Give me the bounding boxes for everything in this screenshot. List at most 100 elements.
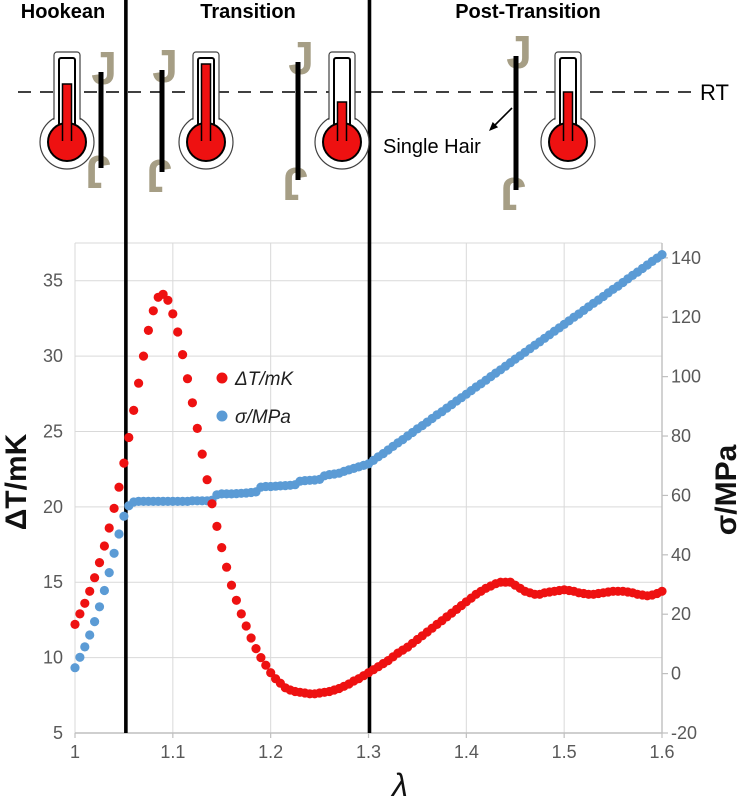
thermometer-mercury bbox=[61, 83, 73, 141]
chart-dot-dT bbox=[236, 609, 246, 619]
chart-dot-sigma bbox=[119, 511, 129, 521]
y-left-tick-label: 5 bbox=[53, 723, 63, 743]
chart-axes: 1 1.1 1.2 1.3 1.4 1.5 1.6 5 10 15 20 25 30 35 -20 0 20 40… bbox=[43, 243, 701, 762]
x-tick-label: 1 bbox=[70, 742, 80, 762]
thermometer-mercury bbox=[336, 101, 348, 141]
single-hair-arrowhead bbox=[489, 122, 499, 131]
y-left-tick-label: 30 bbox=[43, 346, 63, 366]
hair-top-hook-icon: J bbox=[152, 40, 178, 92]
chart-dot-dT bbox=[168, 309, 178, 319]
chart-dot-dT bbox=[202, 475, 212, 485]
x-tick-label: 1.1 bbox=[160, 742, 185, 762]
x-tick-label: 1.4 bbox=[454, 742, 479, 762]
y-right-tick-label: 60 bbox=[671, 485, 691, 505]
y-left-tick-label: 25 bbox=[43, 421, 63, 441]
hair-top-hook-icon: J bbox=[506, 26, 532, 78]
chart-dot-dT bbox=[657, 586, 667, 596]
y-right-tick-label: 20 bbox=[671, 604, 691, 624]
chart-dot-dT bbox=[94, 558, 105, 568]
legend-label-dT: ΔT/mK bbox=[234, 369, 294, 390]
chart-dot-dT bbox=[261, 660, 271, 670]
chart-dot-sigma bbox=[80, 642, 90, 652]
chart-dot-dT bbox=[251, 644, 261, 654]
chart-dot-sigma bbox=[114, 529, 124, 539]
chart-dot-dT bbox=[134, 378, 144, 388]
y-axis-label-left: ΔT/mK bbox=[0, 433, 33, 530]
hair-top-hook-icon: J bbox=[288, 32, 314, 84]
thermometer-icon bbox=[314, 51, 370, 170]
thermometer-mercury bbox=[562, 91, 574, 141]
legend-marker-sigma bbox=[216, 410, 228, 422]
chart-dot-dT bbox=[104, 523, 114, 533]
hair-bottom-hook-wrap: J bbox=[146, 150, 172, 202]
y-left-tick-label: 10 bbox=[43, 648, 63, 668]
chart-dot-dT bbox=[148, 306, 158, 316]
chart-dot-dT bbox=[85, 586, 95, 596]
section-title-hookean: Hookean bbox=[21, 1, 105, 23]
region-boundary-lines bbox=[124, 0, 372, 733]
chart-dot-dT bbox=[182, 374, 193, 384]
rt-label: RT bbox=[700, 80, 729, 105]
chart-dot-dT bbox=[222, 562, 232, 572]
section-title-transition: Transition bbox=[200, 1, 296, 23]
y-right-tick-label: 120 bbox=[671, 307, 701, 327]
x-axis-label: λ bbox=[390, 767, 408, 803]
chart-dot-dT bbox=[231, 595, 241, 605]
chart-dot-dT bbox=[99, 541, 109, 551]
chart-dot-dT bbox=[226, 580, 237, 590]
chart-dot-dT bbox=[187, 398, 197, 408]
chart-dot-sigma bbox=[109, 548, 119, 558]
hair-bottom-hook-icon: J bbox=[146, 150, 172, 202]
x-tick-label: 1.3 bbox=[356, 742, 381, 762]
section-title-post-transition: Post-Transition bbox=[455, 1, 601, 23]
chart-dot-sigma bbox=[85, 630, 95, 640]
chart-dot-dT bbox=[138, 351, 149, 361]
y-right-tick-label: 80 bbox=[671, 426, 691, 446]
x-tick-label: 1.6 bbox=[649, 742, 674, 762]
chart-dot-dT bbox=[109, 503, 119, 513]
y-left-tick-label: 20 bbox=[43, 497, 63, 517]
y-right-tick-label: 40 bbox=[671, 545, 691, 565]
single-hair-arrow-line bbox=[493, 107, 513, 127]
chart-dot-dT bbox=[192, 423, 202, 433]
chart-dot-dT bbox=[129, 405, 139, 415]
single-hair-arrow bbox=[489, 107, 513, 131]
y-left-tick-label: 35 bbox=[43, 271, 63, 291]
chart-dot-dT bbox=[197, 449, 207, 459]
single-hair-graphic: JJ bbox=[85, 42, 117, 198]
chart-dot-sigma bbox=[90, 617, 100, 627]
chart-dot-dT bbox=[212, 521, 222, 532]
y-right-tick-label: 0 bbox=[671, 664, 681, 684]
x-tick-label: 1.5 bbox=[552, 742, 577, 762]
chart-dot-dT bbox=[124, 432, 134, 443]
chart-dot-dT bbox=[256, 653, 266, 663]
hair-bottom-hook-wrap: J bbox=[282, 158, 308, 210]
single-hair-graphic: JJ bbox=[500, 26, 532, 220]
thermometer-icon bbox=[540, 51, 596, 170]
thermometer-icon bbox=[39, 51, 95, 170]
legend-label-sigma: σ/MPa bbox=[235, 407, 291, 428]
legend-marker-dT bbox=[216, 372, 228, 384]
single-hair-graphic: JJ bbox=[282, 32, 314, 210]
chart-dot-dT bbox=[207, 499, 217, 509]
chart-dot-sigma bbox=[94, 602, 105, 612]
chart-dot-dT bbox=[178, 350, 188, 360]
chart-dot-dT bbox=[80, 598, 90, 608]
chart-dot-dT bbox=[217, 543, 227, 553]
chart-series bbox=[70, 250, 667, 699]
hair-bottom-hook-icon: J bbox=[282, 158, 308, 210]
chart-dot-dT bbox=[114, 482, 124, 492]
chart-dot-dT bbox=[119, 458, 129, 468]
chart-dot-dT bbox=[75, 609, 85, 619]
chart-dot-dT bbox=[173, 327, 183, 337]
thermometer-mercury bbox=[200, 63, 212, 141]
chart-dot-sigma bbox=[657, 250, 667, 260]
chart-dot-dT bbox=[241, 621, 251, 631]
y-right-tick-label: -20 bbox=[671, 723, 697, 743]
y-right-tick-label: 100 bbox=[671, 367, 701, 387]
single-hair-label: Single Hair bbox=[383, 136, 481, 158]
thermometer-icon bbox=[178, 51, 234, 170]
